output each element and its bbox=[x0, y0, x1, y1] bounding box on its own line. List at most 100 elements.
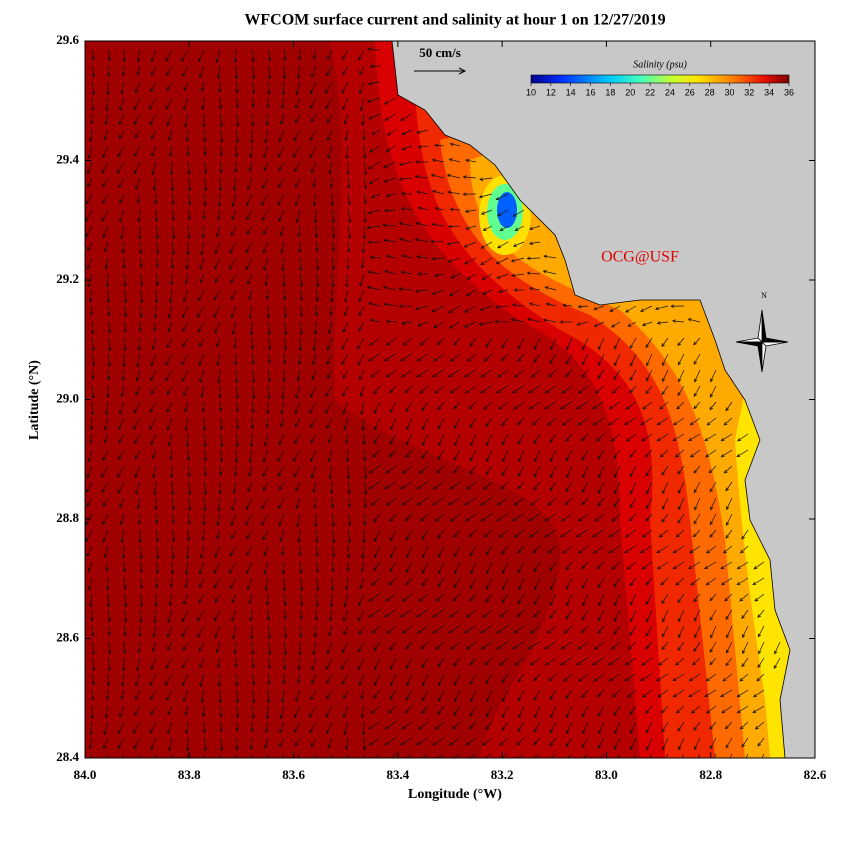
current-arrow bbox=[283, 305, 288, 318]
current-arrow bbox=[198, 289, 205, 302]
current-arrow bbox=[165, 673, 173, 686]
current-arrow bbox=[342, 65, 349, 76]
current-arrow bbox=[512, 241, 525, 247]
current-arrow bbox=[199, 545, 205, 559]
current-arrow bbox=[464, 369, 477, 378]
current-arrow bbox=[299, 577, 304, 592]
current-arrow bbox=[597, 705, 605, 717]
current-arrow bbox=[311, 113, 317, 123]
current-arrow bbox=[202, 721, 207, 734]
current-arrow bbox=[496, 209, 509, 217]
current-arrow bbox=[171, 753, 173, 758]
current-arrow bbox=[122, 257, 126, 269]
current-arrow bbox=[327, 449, 333, 463]
current-arrow bbox=[437, 577, 445, 588]
current-arrow bbox=[723, 465, 733, 474]
current-arrow bbox=[86, 497, 93, 508]
current-arrow bbox=[138, 625, 142, 638]
current-arrow bbox=[341, 641, 349, 654]
current-arrow bbox=[405, 561, 413, 574]
current-arrow bbox=[754, 593, 765, 602]
current-arrow bbox=[186, 449, 191, 462]
current-arrow bbox=[661, 465, 669, 476]
current-arrow bbox=[151, 337, 157, 350]
current-arrow bbox=[533, 673, 541, 682]
current-arrow bbox=[167, 641, 173, 651]
current-arrow bbox=[296, 65, 301, 79]
current-arrow bbox=[385, 465, 397, 474]
current-arrow bbox=[135, 81, 141, 94]
current-arrow bbox=[656, 321, 669, 325]
current-arrow bbox=[331, 529, 336, 544]
current-arrow bbox=[469, 577, 477, 590]
current-arrow bbox=[283, 641, 288, 656]
current-arrow bbox=[675, 529, 685, 538]
current-arrow bbox=[123, 625, 127, 637]
current-arrow bbox=[230, 289, 237, 301]
current-arrow bbox=[282, 673, 286, 685]
x-tick-label: 83.4 bbox=[386, 767, 409, 782]
current-arrow bbox=[91, 641, 96, 656]
current-arrow bbox=[630, 481, 637, 495]
current-arrow bbox=[184, 273, 189, 285]
current-arrow bbox=[282, 657, 287, 671]
current-arrow bbox=[401, 593, 413, 602]
current-arrow bbox=[610, 321, 621, 328]
current-arrow bbox=[597, 497, 605, 507]
current-arrow bbox=[713, 753, 717, 758]
current-arrow bbox=[405, 433, 413, 446]
current-arrow bbox=[359, 273, 365, 287]
current-arrow bbox=[262, 529, 269, 541]
current-arrow bbox=[649, 753, 653, 758]
current-arrow bbox=[614, 593, 621, 607]
current-arrow bbox=[678, 369, 685, 383]
current-arrow bbox=[182, 641, 189, 652]
current-arrow bbox=[265, 705, 270, 720]
current-arrow bbox=[709, 401, 717, 411]
current-arrow bbox=[370, 193, 381, 199]
current-arrow bbox=[543, 318, 557, 323]
current-arrow bbox=[593, 673, 605, 682]
current-arrow bbox=[383, 238, 397, 243]
current-arrow bbox=[544, 385, 557, 394]
current-arrow bbox=[136, 65, 141, 76]
current-arrow bbox=[344, 289, 349, 303]
current-arrow bbox=[248, 305, 253, 320]
current-arrow bbox=[171, 241, 176, 256]
current-arrow bbox=[87, 257, 93, 270]
current-arrow bbox=[594, 513, 605, 522]
current-arrow bbox=[389, 513, 397, 522]
current-arrow bbox=[330, 193, 335, 207]
current-arrow bbox=[102, 513, 109, 526]
current-arrow bbox=[645, 593, 653, 606]
current-arrow bbox=[231, 593, 237, 604]
current-arrow bbox=[139, 593, 144, 608]
current-arrow bbox=[688, 561, 701, 570]
current-arrow bbox=[486, 561, 493, 575]
current-arrow bbox=[724, 721, 733, 730]
current-arrow bbox=[262, 241, 269, 254]
current-arrow bbox=[298, 545, 302, 557]
current-arrow bbox=[432, 625, 445, 634]
current-arrow bbox=[315, 577, 320, 592]
current-arrow bbox=[328, 609, 333, 622]
current-arrow bbox=[405, 657, 413, 670]
current-arrow bbox=[89, 305, 94, 316]
current-arrow bbox=[594, 641, 605, 650]
current-arrow bbox=[612, 385, 621, 394]
current-arrow bbox=[657, 689, 669, 698]
current-arrow bbox=[363, 177, 368, 190]
current-arrow bbox=[721, 705, 733, 714]
current-arrow bbox=[327, 433, 333, 444]
current-arrow bbox=[363, 209, 367, 224]
current-arrow bbox=[313, 497, 317, 510]
current-arrow bbox=[566, 577, 573, 590]
current-arrow bbox=[278, 513, 285, 527]
current-arrow bbox=[267, 369, 272, 383]
current-arrow bbox=[219, 417, 224, 431]
current-arrow bbox=[86, 545, 93, 557]
current-arrow bbox=[421, 561, 429, 574]
current-arrow bbox=[199, 369, 205, 384]
current-arrow bbox=[421, 689, 429, 702]
current-arrow bbox=[235, 401, 239, 413]
